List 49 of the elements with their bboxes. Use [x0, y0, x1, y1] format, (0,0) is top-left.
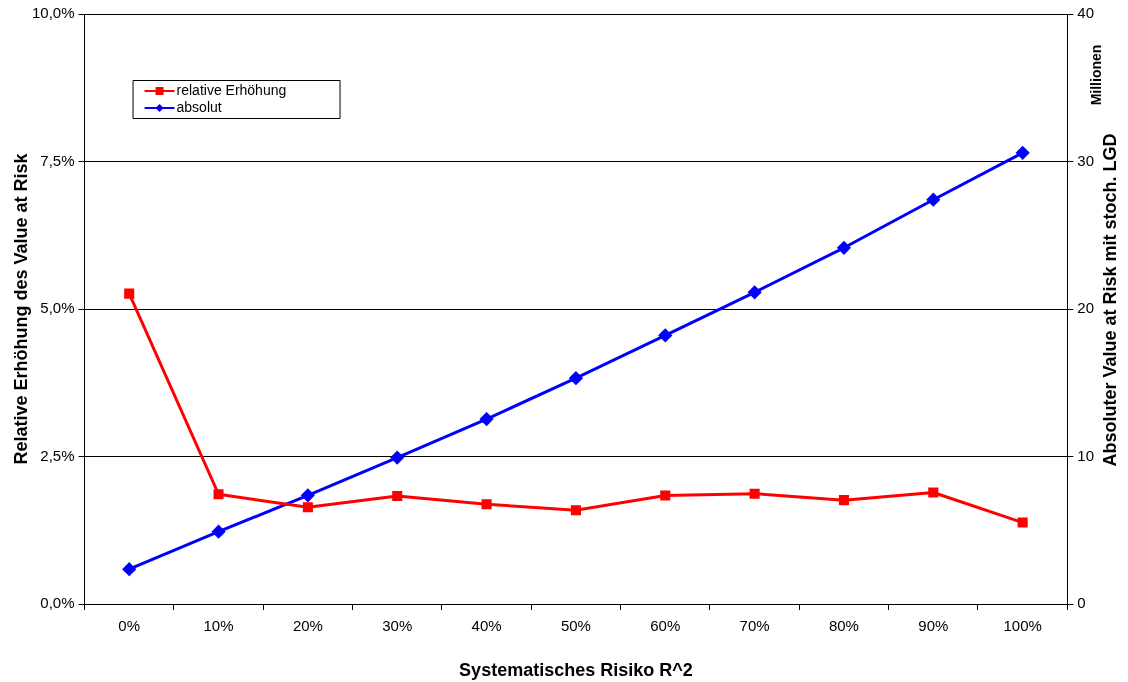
x-tick-label: 100%	[1003, 617, 1042, 635]
y-tick-label: 10,0%	[31, 4, 75, 22]
y-tick-label: 0,0%	[40, 594, 75, 612]
legend-label: absolut	[176, 98, 222, 115]
point	[837, 241, 851, 255]
y2-tick-label: 10	[1077, 446, 1094, 464]
point	[213, 489, 224, 500]
point	[749, 488, 760, 499]
x-tick-label: 70%	[739, 617, 770, 635]
y2-axis-title: Absoluter Value at Risk mit stoch. LGD	[1099, 133, 1120, 467]
point	[570, 505, 581, 516]
y2-tick-label: 0	[1077, 594, 1086, 612]
point	[926, 193, 940, 207]
point	[480, 412, 494, 426]
y2-tick-label: 30	[1077, 151, 1094, 169]
point	[569, 371, 583, 385]
y2-tick-label: 20	[1077, 299, 1094, 317]
y-axis-title: Relative Erhöhung des Value at Risk	[10, 152, 31, 465]
x-tick-label: 30%	[382, 617, 413, 635]
x-tick-label: 10%	[203, 617, 234, 635]
y-tick-label: 5,0%	[40, 299, 75, 317]
x-axis-title: Systematisches Risiko R^2	[459, 659, 693, 680]
y2-tick-label: 40	[1077, 4, 1094, 22]
text: Millionen	[1087, 44, 1104, 106]
point	[212, 525, 226, 539]
point	[301, 488, 315, 502]
point	[928, 487, 939, 498]
x-tick-label: 0%	[118, 617, 141, 635]
x-tick-label: 80%	[828, 617, 859, 635]
point	[1016, 146, 1030, 160]
point	[124, 288, 135, 299]
x-tick-label: 60%	[650, 617, 681, 635]
point	[122, 562, 136, 576]
y-tick-label: 2,5%	[40, 446, 75, 464]
x-tick-label: 50%	[560, 617, 591, 635]
point	[302, 502, 313, 513]
point	[748, 285, 762, 299]
point	[660, 490, 671, 501]
point	[1017, 517, 1028, 528]
x-tick-label: 40%	[471, 617, 502, 635]
x-tick-label: 90%	[918, 617, 949, 635]
y-tick-label: 7,5%	[40, 151, 75, 169]
x-tick-label: 20%	[292, 617, 323, 635]
point	[658, 328, 672, 342]
legend-label: relative Erhöhung	[176, 81, 287, 98]
point	[392, 490, 403, 502]
point	[481, 499, 492, 510]
point	[390, 451, 404, 465]
point	[838, 495, 849, 506]
